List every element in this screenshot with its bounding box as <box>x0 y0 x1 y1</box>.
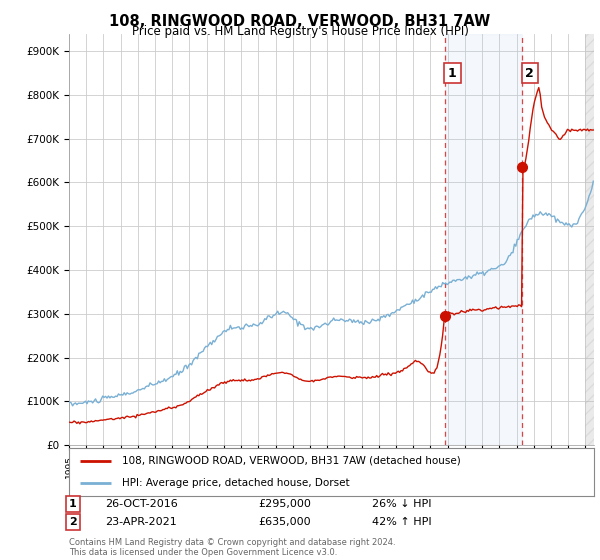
Text: Price paid vs. HM Land Registry's House Price Index (HPI): Price paid vs. HM Land Registry's House … <box>131 25 469 38</box>
Text: 2: 2 <box>526 67 534 80</box>
Text: Contains HM Land Registry data © Crown copyright and database right 2024.
This d: Contains HM Land Registry data © Crown c… <box>69 538 395 557</box>
Text: £295,000: £295,000 <box>258 499 311 509</box>
Text: 2: 2 <box>69 517 77 527</box>
Text: £635,000: £635,000 <box>258 517 311 527</box>
Bar <box>586 34 600 445</box>
Text: 26-OCT-2016: 26-OCT-2016 <box>105 499 178 509</box>
Bar <box>445 34 522 445</box>
Text: 108, RINGWOOD ROAD, VERWOOD, BH31 7AW (detached house): 108, RINGWOOD ROAD, VERWOOD, BH31 7AW (d… <box>121 456 460 466</box>
Text: 1: 1 <box>448 67 457 80</box>
Text: HPI: Average price, detached house, Dorset: HPI: Average price, detached house, Dors… <box>121 478 349 488</box>
Text: 26% ↓ HPI: 26% ↓ HPI <box>372 499 431 509</box>
Text: 42% ↑ HPI: 42% ↑ HPI <box>372 517 431 527</box>
Text: 23-APR-2021: 23-APR-2021 <box>105 517 177 527</box>
Text: 108, RINGWOOD ROAD, VERWOOD, BH31 7AW: 108, RINGWOOD ROAD, VERWOOD, BH31 7AW <box>109 14 491 29</box>
Text: 1: 1 <box>69 499 77 509</box>
